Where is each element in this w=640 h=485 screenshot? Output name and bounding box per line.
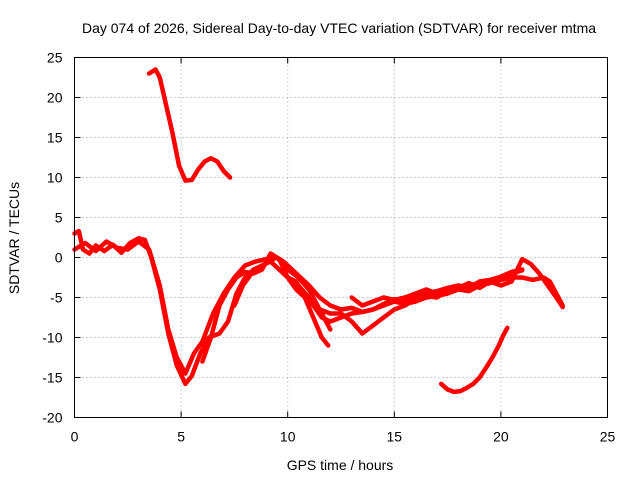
x-tick-label: 5	[177, 429, 185, 445]
y-tick-label: 10	[47, 170, 63, 186]
y-tick-label: -5	[50, 290, 63, 306]
x-axis-label: GPS time / hours	[287, 457, 394, 473]
y-tick-label: -10	[42, 330, 62, 346]
series-line-sat-g	[349, 267, 525, 308]
tick-labels: 0 5 10 15 20 25 -20 -15 -10 -5 0 5 10 15 20 25	[42, 50, 615, 445]
y-axis-label: SDTVAR / TECUs	[6, 182, 22, 294]
x-tick-label: 10	[280, 429, 296, 445]
x-tick-label: 15	[387, 429, 403, 445]
y-tick-label: -20	[42, 410, 62, 426]
y-tick-label: -15	[42, 370, 62, 386]
axis-ticks	[74, 57, 608, 418]
y-tick-label: 5	[55, 210, 63, 226]
x-tick-label: 25	[600, 429, 616, 445]
chart-title: Day 074 of 2026, Sidereal Day-to-day VTE…	[82, 20, 596, 36]
series-group	[72, 67, 565, 395]
y-tick-label: 0	[55, 250, 63, 266]
y-tick-label: 15	[47, 130, 63, 146]
x-tick-label: 0	[71, 429, 79, 445]
plot-frame	[74, 57, 608, 418]
series-markers-sat-g	[351, 267, 525, 306]
series-markers-sat-f	[298, 257, 565, 334]
grid	[74, 57, 608, 418]
series-line-sat-a	[146, 67, 233, 183]
y-tick-label: 25	[47, 50, 63, 66]
series-markers-sat-a	[148, 67, 232, 181]
x-tick-label: 20	[493, 429, 509, 445]
series-markers-sat-h	[441, 326, 510, 393]
y-tick-label: 20	[47, 90, 63, 106]
